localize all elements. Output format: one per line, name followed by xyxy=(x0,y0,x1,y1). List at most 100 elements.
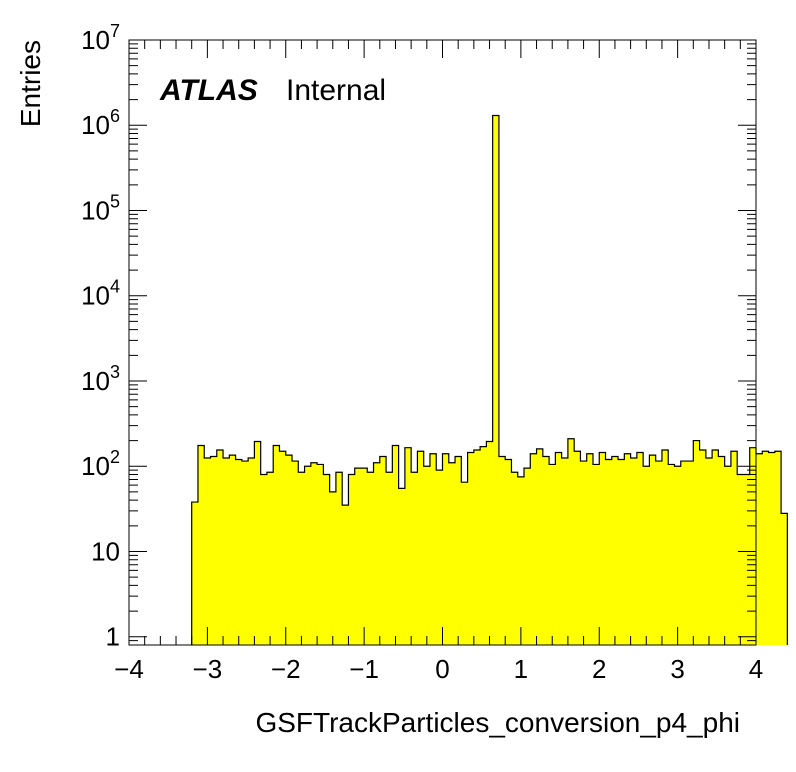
histogram-bin xyxy=(329,491,337,645)
histogram-bin xyxy=(210,456,218,645)
x-tick-label: −2 xyxy=(271,654,301,684)
histogram-bin xyxy=(636,452,644,645)
histogram-bin xyxy=(498,456,506,645)
histogram-bin xyxy=(398,488,406,645)
y-axis-label: Entries xyxy=(15,40,46,127)
histogram-bin xyxy=(737,474,744,645)
histogram-bin xyxy=(718,456,726,645)
histogram-bin xyxy=(774,451,782,645)
x-tick-labels: −4 −3 −2 −1 0 1 2 3 4 xyxy=(114,654,763,684)
histogram-bin xyxy=(423,466,431,645)
histogram-bin xyxy=(618,459,625,645)
histogram-bin xyxy=(762,451,769,645)
histogram-bin xyxy=(643,466,650,645)
tick-marks xyxy=(128,40,757,646)
histogram-bin xyxy=(273,445,280,645)
histogram-bin xyxy=(492,115,500,645)
histogram-bin xyxy=(473,450,481,645)
y-tick-label: 107 xyxy=(81,21,120,55)
histogram-bin xyxy=(599,452,606,645)
histogram-bin xyxy=(730,451,738,645)
y-tick-label: 104 xyxy=(81,277,120,311)
histogram-bin xyxy=(542,456,550,645)
histogram-bin xyxy=(630,457,638,645)
histogram-bin xyxy=(310,462,318,645)
histogram-bin xyxy=(266,472,274,645)
y-tick-label: 103 xyxy=(81,362,120,396)
atlas-label-bold: ATLAS xyxy=(159,74,258,107)
x-tick-label: 1 xyxy=(514,654,528,684)
histogram-bin xyxy=(241,461,249,645)
histogram-bin xyxy=(574,451,581,645)
histogram-bin xyxy=(467,452,475,645)
histogram-bin xyxy=(756,453,763,645)
histogram-bin xyxy=(367,472,374,645)
histogram-bin xyxy=(404,447,412,645)
histogram-bin xyxy=(342,505,349,645)
histogram-bin xyxy=(260,474,268,645)
histogram-bin xyxy=(204,457,211,645)
histogram-bin xyxy=(524,468,531,645)
histogram-bin xyxy=(655,461,663,645)
x-tick-label: −1 xyxy=(349,654,379,684)
y-tick-label: 106 xyxy=(81,106,120,140)
histogram-bin xyxy=(724,466,732,645)
histogram-bin xyxy=(348,474,356,645)
histogram-bin xyxy=(605,459,613,645)
histogram-bin xyxy=(555,452,563,645)
histogram-bin xyxy=(592,464,600,645)
histogram-bin xyxy=(536,448,544,645)
histogram-bin xyxy=(749,447,757,645)
histogram-bin xyxy=(417,451,425,645)
x-axis-label: GSFTrackParticles_conversion_p4_phi xyxy=(255,707,740,738)
histogram-bin xyxy=(229,455,236,645)
histogram-bin xyxy=(530,453,537,645)
histogram-bin xyxy=(354,468,362,645)
atlas-label-status: Internal xyxy=(286,74,386,107)
histogram-bin xyxy=(223,457,230,645)
y-tick-label: 102 xyxy=(81,447,120,481)
atlas-label: ATLAS Internal xyxy=(159,74,386,107)
histogram-bin xyxy=(567,438,575,645)
histogram-bin xyxy=(436,470,443,645)
histogram-bin xyxy=(781,513,788,645)
histogram-bin xyxy=(624,453,631,645)
x-tick-label: 3 xyxy=(670,654,684,684)
x-tick-label: −3 xyxy=(193,654,223,684)
histogram-bin xyxy=(379,456,387,645)
histogram-bin xyxy=(392,445,400,645)
histogram-bin xyxy=(216,450,224,645)
histogram-bars xyxy=(191,114,788,645)
histogram-bin xyxy=(668,464,675,645)
x-tick-label: 0 xyxy=(435,654,449,684)
histogram-bin xyxy=(649,455,657,645)
x-tick-label: 4 xyxy=(749,654,763,684)
histogram-bin xyxy=(661,450,669,645)
histogram-bin xyxy=(304,466,312,645)
histogram-bin xyxy=(517,476,525,645)
histogram-bin xyxy=(480,446,487,645)
histogram-bin xyxy=(298,472,305,645)
histogram-bin xyxy=(768,452,776,645)
histogram-bin xyxy=(461,482,468,645)
y-tick-label: 1 xyxy=(106,622,120,652)
histogram-bin xyxy=(687,461,694,645)
histogram-bin xyxy=(386,472,393,645)
histogram-bin xyxy=(317,464,324,645)
histogram-bin xyxy=(561,457,569,645)
histogram-bin xyxy=(505,459,512,645)
histogram-bin xyxy=(586,453,594,645)
histogram-bin xyxy=(743,474,751,645)
histogram-bin xyxy=(693,440,700,645)
histogram-bin xyxy=(680,461,688,645)
x-tick-label: −4 xyxy=(114,654,144,684)
histogram-bin xyxy=(448,462,456,645)
histogram-bin xyxy=(197,445,205,645)
histogram-bin xyxy=(335,472,343,645)
y-tick-label: 105 xyxy=(81,191,120,225)
y-tick-label: 10 xyxy=(91,536,120,566)
histogram-bin xyxy=(411,472,418,645)
histogram-bin xyxy=(712,450,719,645)
histogram-bin xyxy=(442,453,450,645)
histogram-bin xyxy=(455,456,462,645)
